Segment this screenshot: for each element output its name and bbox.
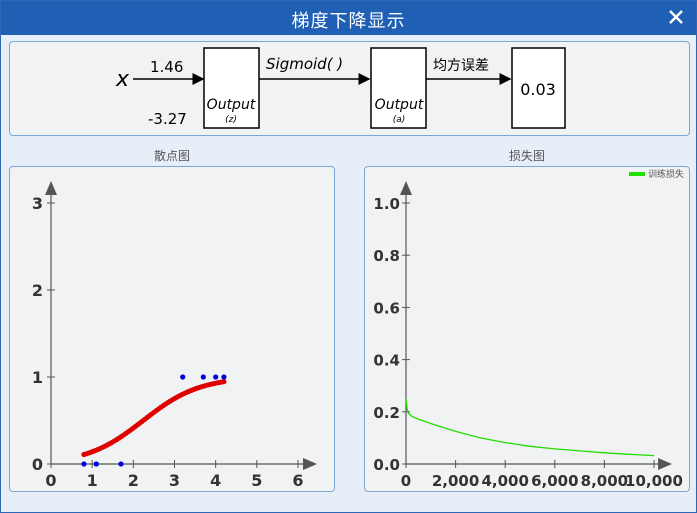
loss-x-tick-label: 2,000 <box>432 472 479 490</box>
loss-x-tick-label: 4,000 <box>481 472 528 490</box>
scatter-y-tick-label: 2 <box>32 281 43 300</box>
title-bar[interactable]: 梯度下降显示 <box>1 1 696 35</box>
loss-y-tick-label: 0.4 <box>373 352 400 370</box>
loss-y-tick-label: 1.0 <box>373 195 400 213</box>
loss-y-axis-arrow <box>400 181 412 195</box>
scatter-chart-caption: 散点图 <box>153 149 190 163</box>
scatter-point <box>180 374 186 380</box>
scatter-point <box>221 374 227 380</box>
loss-x-tick-label: 8,000 <box>581 472 628 490</box>
loss-box <box>511 47 566 129</box>
network-diagram: x 1.46 -3.27 Output (z) Sigmoid( ) Outpu… <box>115 47 566 129</box>
close-icon[interactable] <box>666 7 686 27</box>
loss-x-tick-label: 6,000 <box>531 472 578 490</box>
scatter-x-tick-label: 0 <box>45 471 56 490</box>
scatter-x-tick-label: 5 <box>251 471 262 490</box>
activation-label: Sigmoid( ) <box>266 55 343 73</box>
scatter-chart-panel: 0 1 2 3 4 5 6 0 1 2 3 <box>9 166 335 492</box>
loss-label: 均方误差 <box>433 58 489 74</box>
scatter-x-tick-label: 4 <box>210 471 221 490</box>
loss-y-tick-label: 0.0 <box>373 456 400 474</box>
scatter-x-tick-label: 3 <box>169 471 180 490</box>
bias-value: -3.27 <box>148 110 187 128</box>
loss-y-tick-label: 0.2 <box>373 404 400 422</box>
output-a-title: Output <box>375 97 424 113</box>
loss-x-tick-label: 0 <box>401 472 411 490</box>
scatter-point <box>81 461 87 467</box>
scatter-point <box>118 461 124 467</box>
loss-chart-panel: 0 2,000 4,000 6,000 8,000 10,000 0.0 0.2 0.4 0.6 0… <box>364 166 690 492</box>
legend-swatch <box>629 172 645 176</box>
loss-series-line <box>405 398 655 457</box>
output-a-box <box>370 47 427 129</box>
network-panel: x 1.46 -3.27 Output (z) Sigmoid( ) Outpu… <box>9 41 690 136</box>
scatter-y-axis-arrow <box>45 181 57 195</box>
loss-x-axis-arrow <box>658 458 672 470</box>
input-symbol: x <box>115 67 130 92</box>
loss-value: 0.03 <box>520 80 556 99</box>
scatter-chart: 0 1 2 3 4 5 6 0 1 2 3 <box>32 181 317 490</box>
loss-y-tick-label: 0.6 <box>373 299 400 317</box>
scatter-x-axis-arrow <box>303 458 317 470</box>
output-a-sub: (a) <box>393 115 406 125</box>
scatter-x-tick-label: 2 <box>128 471 139 490</box>
scatter-x-tick-label: 1 <box>87 471 98 490</box>
loss-x-tick-label: 10,000 <box>625 472 683 490</box>
scatter-point <box>93 461 99 467</box>
scatter-point <box>213 374 219 380</box>
window-title: 梯度下降显示 <box>291 11 406 32</box>
output-z-title: Output <box>207 97 256 113</box>
fit-curve-point <box>221 379 227 385</box>
loss-chart-caption: 损失图 <box>508 149 545 163</box>
loss-y-tick-label: 0.8 <box>373 247 400 265</box>
scatter-point <box>200 374 206 380</box>
scatter-y-tick-label: 3 <box>32 194 43 213</box>
weight-value: 1.46 <box>150 58 183 76</box>
scatter-y-tick-label: 1 <box>32 368 43 387</box>
scatter-x-tick-label: 6 <box>292 471 303 490</box>
legend-label: 训练损失 <box>648 168 684 180</box>
output-z-box <box>203 47 260 129</box>
scatter-y-tick-label: 0 <box>32 455 43 474</box>
output-z-sub: (z) <box>225 115 237 125</box>
